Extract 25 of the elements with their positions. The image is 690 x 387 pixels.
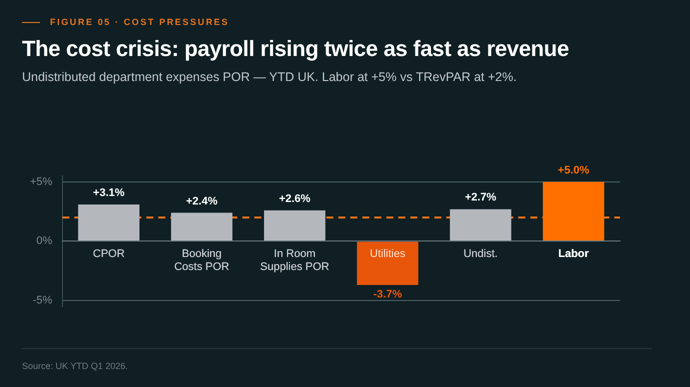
bar bbox=[356, 242, 418, 286]
bar bbox=[450, 209, 512, 241]
source-note: Source: UK YTD Q1 2026. bbox=[22, 361, 128, 371]
x-tick-label: Booking Costs POR bbox=[174, 248, 230, 274]
data-label: +3.1% bbox=[93, 186, 125, 199]
data-label: +5.0% bbox=[558, 164, 590, 176]
y-tick-label: -5% bbox=[32, 294, 53, 307]
data-label: -3.7% bbox=[373, 288, 402, 301]
y-tick-label: +5% bbox=[30, 176, 53, 188]
x-tick-label: In Room Supplies POR bbox=[260, 248, 330, 274]
bar bbox=[542, 182, 604, 241]
data-label: +2.6% bbox=[278, 192, 311, 205]
x-tick-label: CPOR bbox=[92, 248, 125, 260]
x-tick-label: Utilities bbox=[370, 248, 406, 260]
x-tick-label: Undist. bbox=[463, 248, 498, 260]
chart-subtitle: Undistributed department expenses POR — YTD UK. Labor at +5% vs TRevPAR at +2%. bbox=[22, 70, 517, 84]
caption: FIGURE 05 · COST PRESSURES bbox=[50, 17, 230, 27]
bar bbox=[264, 210, 326, 241]
x-tick-label: Labor bbox=[558, 248, 590, 260]
data-label: +2.4% bbox=[186, 195, 218, 208]
y-tick-label: 0% bbox=[36, 235, 53, 248]
bar bbox=[78, 204, 140, 241]
data-label: +2.7% bbox=[464, 192, 497, 204]
bar bbox=[171, 212, 232, 241]
chart-title: The cost crisis: payroll rising twice as fast as revenue bbox=[22, 36, 569, 62]
